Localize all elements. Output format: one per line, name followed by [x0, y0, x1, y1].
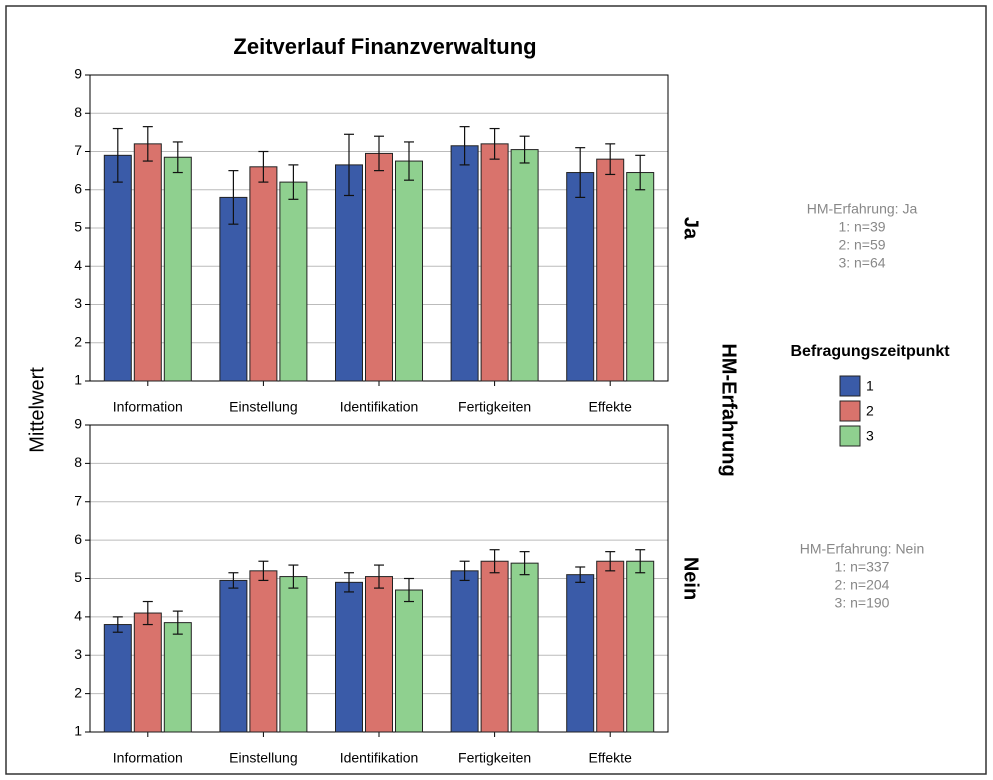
bar: [450, 570, 479, 733]
bar: [279, 576, 308, 733]
note: 1: n=337: [835, 559, 890, 575]
y-tick-label: 4: [74, 257, 82, 273]
x-tick-label: Identifikation: [340, 750, 419, 766]
y-tick-label: 6: [74, 180, 82, 196]
bar: [103, 624, 132, 733]
bar: [249, 166, 278, 382]
bar: [163, 156, 192, 382]
facet-value-label: Nein: [680, 557, 702, 600]
bar: [133, 612, 162, 733]
y-tick-label: 1: [74, 723, 82, 739]
y-tick-label: 2: [74, 684, 82, 700]
x-tick-label: Einstellung: [229, 750, 298, 766]
y-tick-label: 2: [74, 333, 82, 349]
x-tick-label: Effekte: [589, 750, 633, 766]
note: 2: n=59: [838, 237, 885, 253]
bar: [480, 143, 509, 382]
bar: [335, 581, 363, 733]
bar: [510, 149, 539, 382]
x-tick-label: Fertigkeiten: [458, 750, 531, 766]
bar: [510, 562, 539, 733]
x-tick-label: Information: [113, 750, 183, 766]
bar: [566, 172, 595, 382]
bar: [480, 560, 509, 733]
x-tick-label: Effekte: [589, 399, 633, 415]
bar: [365, 576, 393, 733]
bar: [626, 560, 655, 733]
note: 3: n=64: [838, 255, 885, 271]
bar: [163, 622, 192, 733]
y-tick-label: 8: [74, 104, 82, 120]
y-tick-label: 9: [74, 416, 82, 432]
y-axis-label: Mittelwert: [26, 367, 48, 453]
y-tick-label: 3: [74, 646, 82, 662]
legend-swatch: [839, 425, 861, 447]
y-tick-label: 6: [74, 531, 82, 547]
legend-title: Befragungszeitpunkt: [790, 343, 950, 360]
bar: [219, 579, 248, 733]
y-tick-label: 3: [74, 295, 82, 311]
bar: [335, 164, 363, 382]
note: 1: n=39: [838, 219, 885, 235]
y-tick-label: 8: [74, 454, 82, 470]
x-tick-label: Information: [113, 399, 183, 415]
chart-title: Zeitverlauf Finanzverwaltung: [233, 34, 536, 59]
bar: [249, 570, 278, 733]
y-tick-label: 7: [74, 492, 82, 508]
legend-swatch: [839, 375, 861, 397]
y-tick-label: 5: [74, 219, 82, 235]
facet-value-label: Ja: [680, 217, 702, 240]
legend-label: 1: [866, 378, 874, 394]
y-tick-label: 5: [74, 569, 82, 585]
note: 3: n=190: [835, 595, 890, 611]
legend-label: 3: [866, 428, 874, 444]
bar: [103, 154, 132, 382]
x-tick-label: Fertigkeiten: [458, 399, 531, 415]
y-tick-label: 7: [74, 142, 82, 158]
x-tick-label: Identifikation: [340, 399, 419, 415]
y-tick-label: 4: [74, 608, 82, 624]
bar: [395, 589, 423, 733]
bar: [596, 560, 625, 733]
bar: [596, 158, 625, 382]
bar: [626, 172, 655, 382]
bar: [450, 145, 479, 382]
x-tick-label: Einstellung: [229, 399, 298, 415]
legend-swatch: [839, 400, 861, 422]
note: HM-Erfahrung: Ja: [807, 201, 918, 217]
bar: [566, 574, 595, 733]
y-tick-label: 1: [74, 372, 82, 388]
bar: [395, 160, 423, 382]
legend-label: 2: [866, 403, 874, 419]
bar: [219, 196, 248, 382]
facet-label: HM-Erfahrung: [718, 343, 740, 476]
bar: [133, 143, 162, 382]
y-tick-label: 9: [74, 66, 82, 82]
bar: [365, 152, 393, 382]
note: 2: n=204: [835, 577, 890, 593]
bar: [279, 181, 308, 382]
note: HM-Erfahrung: Nein: [800, 541, 925, 557]
